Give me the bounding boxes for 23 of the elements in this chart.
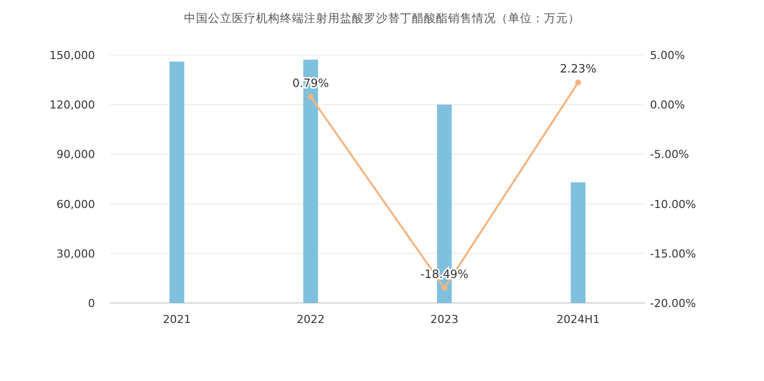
data-label: 2.23%: [560, 61, 596, 76]
y-tick-label: 150,000: [50, 49, 95, 62]
x-tick-label: 2024H1: [556, 313, 600, 326]
y-tick-label: 90,000: [56, 148, 95, 162]
x-tick-label: 2021: [162, 313, 191, 326]
y2-tick-label: 5.00%: [650, 49, 685, 62]
bar: [570, 182, 586, 303]
y2-tick-label: -10.00%: [650, 198, 696, 211]
point: [308, 94, 314, 100]
y2-tick-label: 0.00%: [650, 98, 685, 112]
y2-tick-label: -20.00%: [650, 297, 696, 310]
y2-tick-label: -5.00%: [650, 148, 689, 162]
point: [575, 79, 582, 86]
y-tick-label: 0: [88, 297, 95, 310]
bar: [170, 62, 184, 303]
x-tick-label: 2023: [430, 313, 458, 326]
x-tick-label: 2022: [296, 313, 325, 326]
y-tick-label: 30,000: [56, 247, 95, 260]
y-tick-label: 60,000: [56, 198, 95, 211]
chart-title: 中国公立医疗机构终端注射用盐酸罗沙替丁醋酸酯销售情况（单位：万元）: [184, 11, 580, 25]
y-tick-label: 120,000: [50, 98, 95, 112]
point: [441, 285, 448, 292]
y2-tick-label: -15.00%: [650, 247, 696, 260]
